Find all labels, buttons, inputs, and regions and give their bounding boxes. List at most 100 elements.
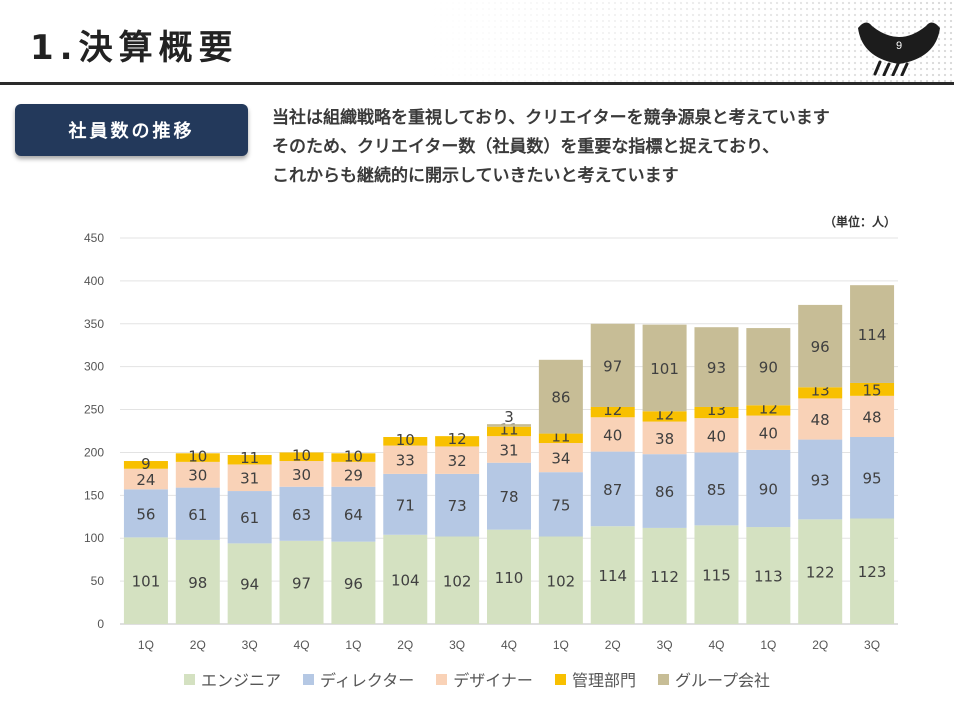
- bar-segment: [642, 454, 687, 528]
- bar-segment: [798, 304, 843, 388]
- data-label: 102: [443, 572, 472, 590]
- data-label: 12: [448, 430, 467, 448]
- bar-segment: [746, 449, 791, 528]
- bar-segment: [487, 529, 531, 624]
- bar-segment: [694, 418, 739, 453]
- data-label: 98: [188, 574, 207, 592]
- legend-item: デザイナー: [436, 667, 533, 691]
- page-title: 1.決算概要: [30, 28, 239, 68]
- description-line: そのため、クリエイター数（社員数）を重要な指標と捉えており、: [272, 137, 780, 157]
- bar-segment: [175, 453, 220, 462]
- bar-segment: [227, 455, 272, 465]
- legend-swatch: [554, 673, 566, 685]
- data-label: 30: [292, 466, 311, 484]
- header-divider: [0, 82, 954, 85]
- legend-swatch: [657, 673, 669, 685]
- data-label: 97: [603, 357, 622, 375]
- data-label: 24: [136, 471, 155, 489]
- bar-segment: [331, 461, 376, 487]
- y-tick-label: 250: [84, 403, 104, 417]
- data-label: 90: [759, 359, 778, 377]
- legend-label: グループ会社: [674, 671, 770, 690]
- bar-segment: [746, 405, 791, 416]
- bar-segment: [383, 534, 428, 624]
- data-label: 96: [811, 338, 830, 356]
- data-label: 93: [811, 471, 830, 489]
- bar-segment: [123, 461, 168, 469]
- data-label: 114: [858, 326, 887, 344]
- bar-segment: [279, 461, 324, 487]
- data-label: 97: [292, 574, 311, 592]
- y-tick-label: 450: [84, 231, 104, 245]
- legend-label: 管理部門: [571, 671, 636, 690]
- description-line: これからも継続的に開示していきたいと考えています: [272, 166, 679, 186]
- bar-segment: [590, 406, 635, 418]
- bar-segment: [746, 328, 791, 406]
- data-label: 87: [603, 481, 622, 499]
- page-number: 9: [895, 40, 903, 52]
- data-label: 102: [547, 572, 576, 590]
- data-label: 29: [344, 466, 363, 484]
- data-label: 114: [598, 567, 627, 585]
- data-label: 101: [132, 573, 161, 591]
- bar-segment: [383, 473, 428, 535]
- legend-label: デザイナー: [453, 671, 533, 690]
- y-tick-label: 350: [84, 317, 104, 331]
- bar-segment: [850, 437, 895, 519]
- bar-segment: [642, 411, 687, 422]
- bar-segment: [590, 417, 635, 452]
- data-label: 112: [650, 568, 679, 586]
- data-label: 75: [551, 496, 570, 514]
- bar-segment: [590, 323, 635, 407]
- bar-segment: [694, 406, 739, 419]
- data-label: 93: [707, 359, 726, 377]
- legend-item: グループ会社: [657, 667, 770, 691]
- bar-segment: [383, 437, 428, 446]
- legend-item: エンジニア: [183, 667, 281, 691]
- x-tick-label: 3Q: [242, 638, 258, 652]
- bar-segment: [538, 359, 583, 434]
- data-label: 34: [551, 450, 570, 468]
- x-tick-label: 1Q: [345, 638, 361, 652]
- legend-swatch: [183, 673, 195, 685]
- x-tick-label: 3Q: [449, 638, 465, 652]
- bar-segment: [227, 464, 272, 492]
- section-badge: 社員数の推移: [15, 104, 248, 156]
- y-tick-label: 300: [84, 360, 104, 374]
- data-label: 110: [495, 569, 524, 587]
- bar-segment: [694, 452, 739, 526]
- x-tick-label: 2Q: [190, 638, 206, 652]
- legend-item: 管理部門: [554, 667, 636, 691]
- data-label: 94: [240, 576, 259, 594]
- data-label: 9: [141, 455, 151, 473]
- bar-segment: [850, 285, 895, 383]
- bar-segment: [694, 525, 739, 624]
- x-tick-label: 2Q: [812, 638, 828, 652]
- x-tick-label: 4Q: [708, 638, 724, 652]
- bar-segment: [694, 327, 739, 407]
- x-tick-label: 1Q: [760, 638, 776, 652]
- stacked-bar-chart: 0 50 100 150 200 250 300 350 400 450 1Q 101 56 249 2Q 9…: [84, 231, 898, 652]
- x-tick-label: 4Q: [501, 638, 517, 652]
- bar-segment: [590, 526, 635, 624]
- x-tick-label: 3Q: [864, 638, 880, 652]
- bar-segment: [538, 443, 583, 473]
- data-label: 101: [650, 360, 679, 378]
- data-label: 11: [240, 449, 259, 467]
- data-label: 104: [391, 571, 420, 589]
- data-label: 95: [863, 470, 882, 488]
- bar-segment: [642, 527, 687, 624]
- x-tick-label: 1Q: [553, 638, 569, 652]
- bar-segment: [279, 540, 324, 624]
- data-label: 31: [499, 441, 518, 459]
- legend-swatch: [436, 673, 448, 685]
- data-label: 90: [759, 480, 778, 498]
- data-label: 73: [448, 497, 467, 515]
- data-label: 63: [292, 506, 311, 524]
- data-label: 96: [344, 575, 363, 593]
- bar-segment: [798, 519, 843, 624]
- bar-segment: [383, 445, 428, 474]
- data-label: 40: [707, 427, 726, 445]
- bar-segment: [175, 487, 220, 540]
- section-description: 当社は組織戦略を重視しており、クリエイターを競争源泉と考えています そのため、ク…: [272, 104, 942, 191]
